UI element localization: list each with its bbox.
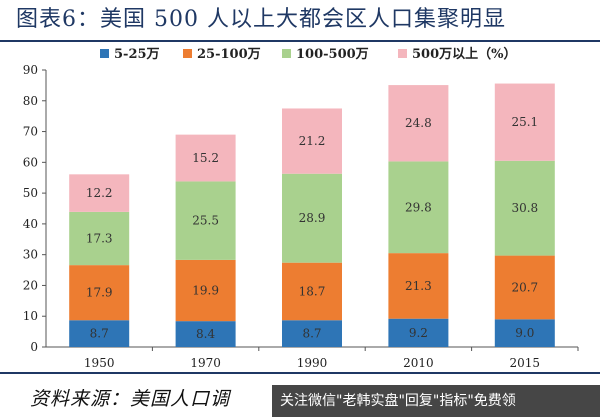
bar-segment (388, 85, 449, 162)
bar-segment (494, 319, 555, 347)
x-tick-label: 2015 (510, 356, 541, 370)
bar-segment (388, 253, 449, 319)
legend-label: 25-100万 (197, 47, 261, 62)
data-label: 29.8 (405, 200, 432, 214)
chart-area: 5-25万 25-100万 100-500万 500万以上（%） 0 10 20 30 40 50… (0, 42, 600, 370)
bar-segment (388, 318, 449, 347)
watermark-banner: 关注微信"老韩实盘"回复"指标"免费领 (272, 385, 600, 417)
bar-segment (69, 265, 130, 321)
chart-title: 图表6：美国 500 人以上大都会区人口集聚明显 (16, 7, 506, 32)
x-tick-label: 2010 (403, 356, 434, 370)
data-label: 18.7 (299, 284, 326, 298)
data-label: 8.7 (90, 327, 109, 341)
legend-swatch (100, 49, 109, 58)
data-label: 25.1 (511, 115, 538, 129)
bar-segment (175, 134, 236, 182)
y-tick-label: 0 (30, 340, 38, 354)
y-tick-label: 10 (23, 309, 38, 323)
source-note: 资料来源：美国人口调 (30, 388, 231, 410)
data-label: 8.4 (196, 327, 215, 341)
data-label: 25.5 (192, 214, 219, 228)
bar-segment (282, 320, 342, 347)
x-tick-label: 1990 (297, 356, 328, 370)
data-label: 20.7 (511, 280, 538, 294)
bar-segment (69, 174, 130, 212)
bar-segment (282, 262, 342, 321)
bar-segment (388, 161, 449, 254)
y-tick-label: 70 (23, 125, 38, 139)
legend-swatch (282, 49, 291, 58)
legend-label: 500万以上（%） (412, 46, 517, 62)
bar-segment (282, 108, 342, 174)
data-label: 19.9 (192, 284, 219, 298)
data-label: 12.2 (86, 186, 113, 200)
data-label: 9.2 (409, 326, 428, 340)
bar-segment (69, 211, 130, 266)
bar-segment (282, 173, 342, 263)
data-label: 21.3 (405, 279, 432, 293)
bar-segment (494, 255, 555, 320)
x-tick-label: 1950 (84, 356, 115, 370)
data-label: 28.9 (299, 211, 326, 225)
data-label: 21.2 (299, 134, 326, 148)
data-label: 17.3 (86, 232, 113, 246)
y-tick-label: 20 (23, 278, 38, 292)
title-divider (0, 40, 600, 42)
y-tick-label: 30 (23, 248, 38, 262)
bar-segment (175, 321, 236, 347)
legend-label: 100-500万 (296, 47, 369, 62)
y-tick-label: 60 (23, 155, 38, 169)
legend-label: 5-25万 (114, 47, 160, 62)
y-tick-label: 80 (23, 94, 38, 108)
footer-divider (0, 372, 600, 374)
bar-segment (69, 320, 130, 347)
stacked-bar-chart: 5-25万 25-100万 100-500万 500万以上（%） 0 10 20 30 40 50… (23, 46, 579, 370)
data-label: 30.8 (511, 201, 538, 215)
data-label: 9.0 (515, 326, 534, 340)
y-tick-label: 50 (23, 186, 38, 200)
data-label: 17.9 (86, 286, 113, 300)
bar-segment (175, 259, 236, 322)
y-tick-label: 90 (23, 63, 38, 77)
x-tick-label: 1970 (190, 356, 221, 370)
legend-swatch (398, 49, 407, 58)
legend-swatch (183, 49, 192, 58)
data-label: 24.8 (405, 116, 432, 130)
data-label: 8.7 (302, 327, 321, 341)
bar-segment (175, 181, 236, 260)
bar-segment (494, 83, 555, 161)
y-tick-label: 40 (23, 217, 38, 231)
data-label: 15.2 (192, 151, 219, 165)
bar-segment (494, 160, 555, 256)
